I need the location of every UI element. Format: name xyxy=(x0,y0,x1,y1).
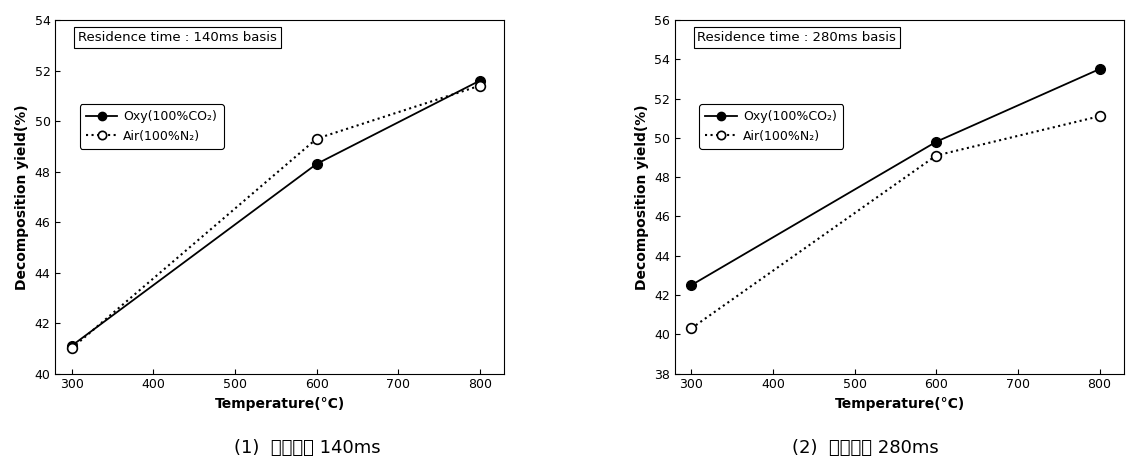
Text: (2)  체류시간 280ms: (2) 체류시간 280ms xyxy=(793,439,939,458)
Legend: Oxy(100%CO₂), Air(100%N₂): Oxy(100%CO₂), Air(100%N₂) xyxy=(699,104,843,149)
Legend: Oxy(100%CO₂), Air(100%N₂): Oxy(100%CO₂), Air(100%N₂) xyxy=(80,104,223,149)
Text: Residence time : 140ms basis: Residence time : 140ms basis xyxy=(77,31,277,44)
Y-axis label: Decomposition yield(%): Decomposition yield(%) xyxy=(15,104,28,289)
Text: Residence time : 280ms basis: Residence time : 280ms basis xyxy=(697,31,896,44)
X-axis label: Temperature(°C): Temperature(°C) xyxy=(835,397,965,411)
Y-axis label: Decomposition yield(%): Decomposition yield(%) xyxy=(634,104,648,289)
X-axis label: Temperature(°C): Temperature(°C) xyxy=(215,397,345,411)
Text: (1)  체류시간 140ms: (1) 체류시간 140ms xyxy=(235,439,380,458)
